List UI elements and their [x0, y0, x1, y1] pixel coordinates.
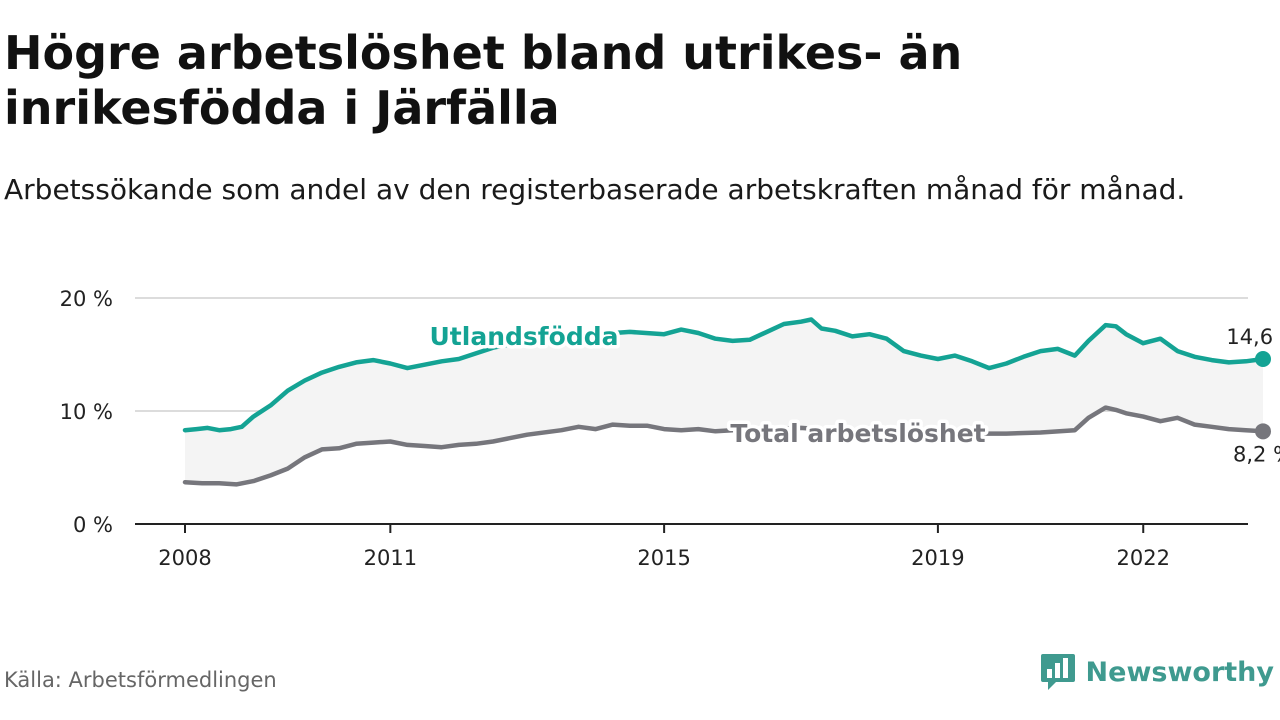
end-point-utlandsfodda: [1255, 351, 1272, 368]
x-axis: 2008 2011 2015 2019 2022: [135, 523, 1248, 570]
y-tick-label: 0 %: [73, 513, 113, 537]
x-tick-label: 2015: [637, 546, 690, 570]
series-line-total: [182, 405, 1266, 487]
end-point-total: [1255, 423, 1272, 440]
series-gap-band: [185, 319, 1263, 485]
x-tick-label: 2008: [158, 546, 211, 570]
y-tick-label: 20 %: [60, 287, 113, 311]
chart-subtitle: Arbetssökande som andel av den registerb…: [4, 173, 1186, 206]
newsworthy-logo-icon: [1040, 654, 1075, 690]
series-label-utlandsfodda: Utlandsfödda: [430, 322, 619, 351]
x-tick-label: 2022: [1117, 546, 1170, 570]
x-tick-label: 2019: [911, 546, 964, 570]
chart-title: Högre arbetslöshet bland utrikes- än inr…: [4, 26, 963, 135]
y-tick-label: 10 %: [60, 400, 113, 424]
series-line-utlandsfodda: [182, 317, 1266, 433]
series-label-total: Total arbetslöshet: [730, 419, 985, 448]
end-value-label-utlandsfodda: 14,6 %: [1226, 325, 1280, 349]
brand: Newsworthy: [1040, 652, 1274, 692]
brand-name: Newsworthy: [1085, 656, 1274, 688]
source-note: Källa: Arbetsförmedlingen: [4, 668, 277, 692]
end-value-label-total: 8,2 %: [1233, 442, 1280, 466]
x-tick-label: 2011: [364, 546, 417, 570]
